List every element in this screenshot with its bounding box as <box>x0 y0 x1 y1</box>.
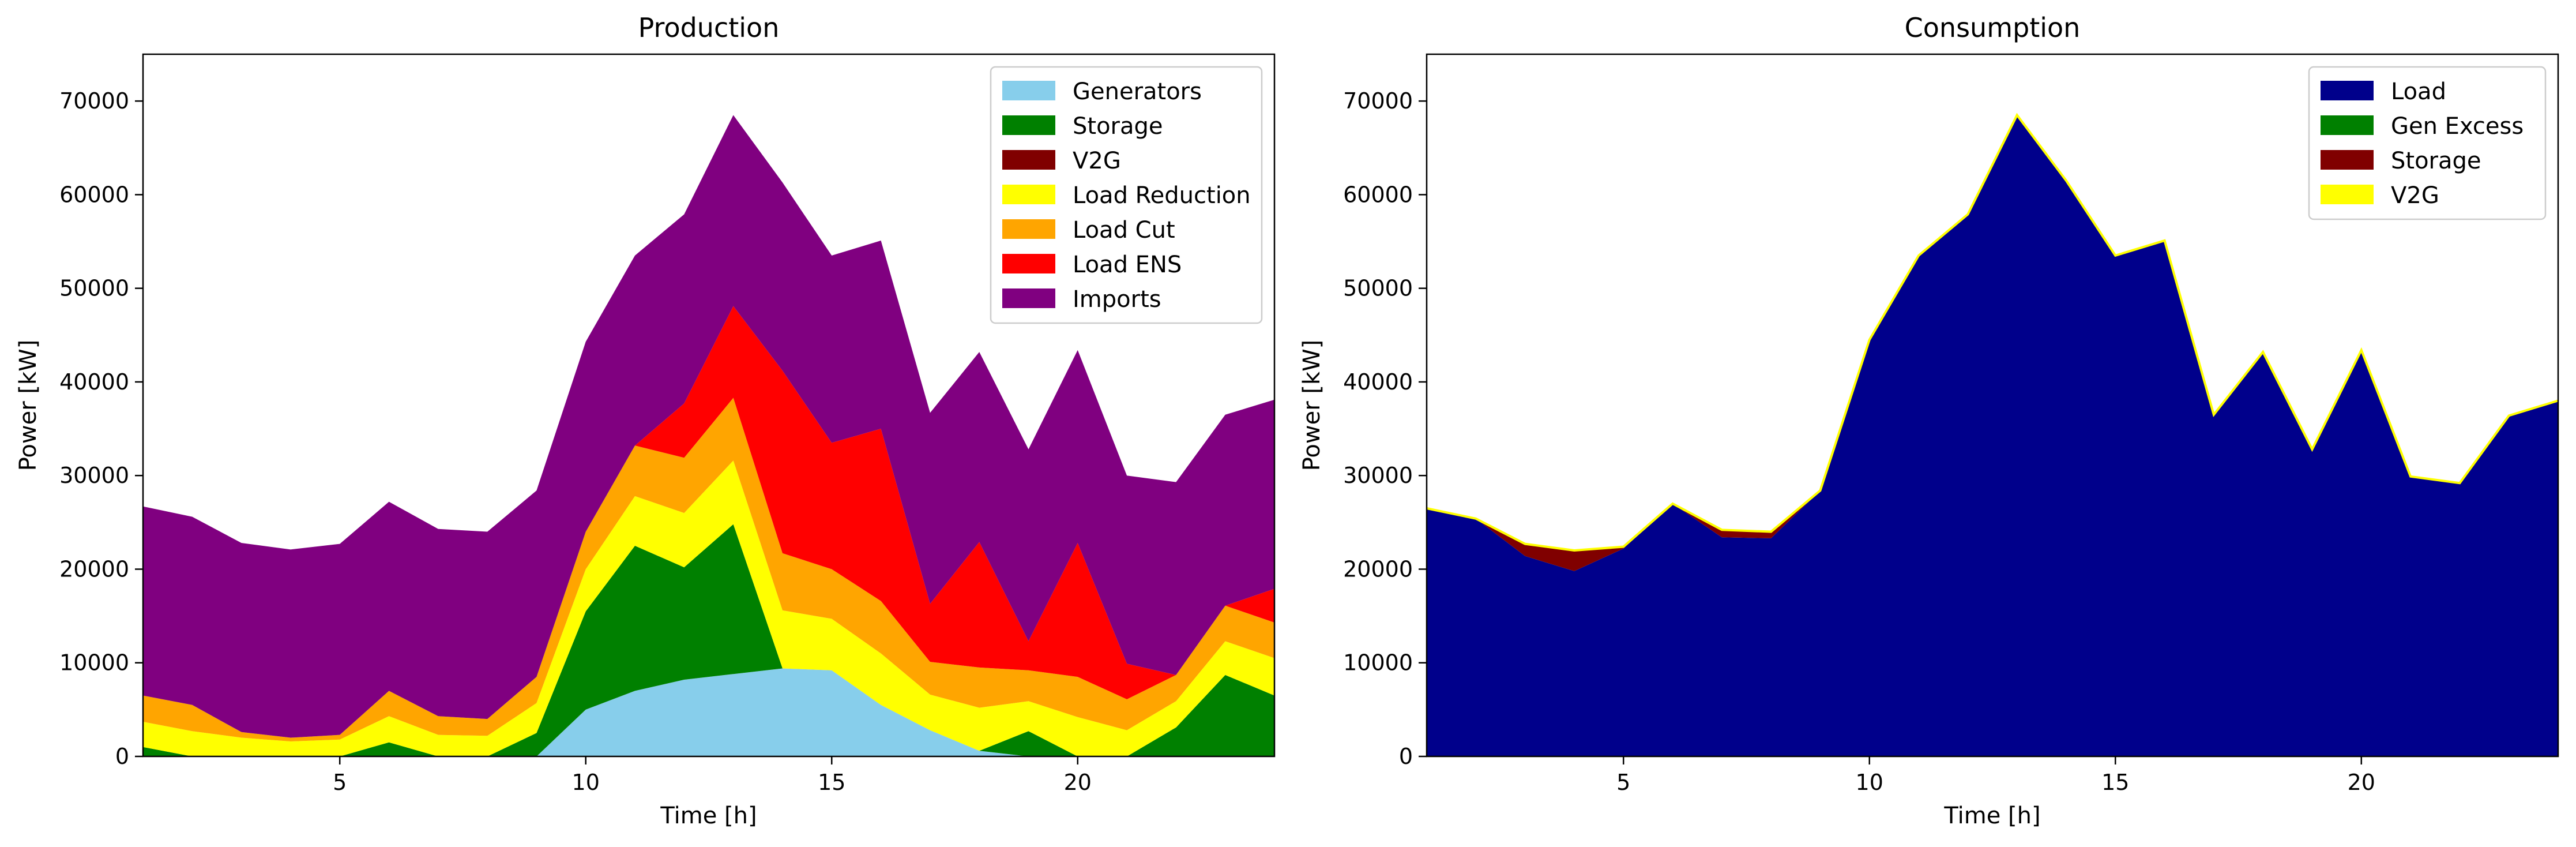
consumption-legend-label: V2G <box>2391 182 2439 209</box>
consumption-ytick-label: 50000 <box>1343 276 1413 301</box>
consumption-legend: Load Gen Excess Storage V2G <box>2308 66 2547 220</box>
production-legend-label: Imports <box>1073 286 1161 313</box>
consumption-title: Consumption <box>1905 12 2081 43</box>
production-legend-label: Storage <box>1073 113 1163 140</box>
production-area-load-reduction <box>143 460 1274 756</box>
production-legend-label: Load ENS <box>1073 252 1182 278</box>
production-legend-swatch <box>1002 115 1055 135</box>
consumption-ytick-label: 10000 <box>1343 650 1413 676</box>
production-title: Production <box>638 12 780 43</box>
consumption-ytick-label: 30000 <box>1343 463 1413 488</box>
consumption-legend-swatch <box>2321 81 2374 100</box>
consumption-ylabel: Power [kW] <box>1299 340 1325 471</box>
production-xtick-label: 20 <box>1064 770 1092 795</box>
consumption-ytick-label: 20000 <box>1343 556 1413 582</box>
consumption-ytick-label: 0 <box>1399 744 1413 769</box>
production-ytick-label: 20000 <box>59 556 129 582</box>
production-ytick-label: 10000 <box>59 650 129 676</box>
consumption-legend-label: Load <box>2391 78 2446 105</box>
production-legend-swatch <box>1002 185 1055 204</box>
consumption-legend-label: Storage <box>2391 148 2481 174</box>
production-legend: Generators Storage V2G Load Reduction Load C… <box>990 66 1263 324</box>
consumption-axes-frame <box>1426 53 2559 758</box>
production-legend-swatch <box>1002 150 1055 170</box>
production-ylabel: Power [kW] <box>15 340 42 471</box>
production-ytick-label: 70000 <box>59 88 129 114</box>
production-xtick-label: 15 <box>818 770 845 795</box>
consumption-ytick-label: 70000 <box>1343 88 1413 114</box>
production-legend-swatch <box>1002 288 1055 308</box>
consumption-legend-swatch <box>2321 150 2374 170</box>
production-xtick-label: 5 <box>333 770 347 795</box>
production-area-load-cut <box>143 398 1274 742</box>
consumption-xtick-label: 10 <box>1856 770 1883 795</box>
production-legend-label: Generators <box>1073 78 1202 105</box>
production-area-load-ens <box>143 306 1274 738</box>
consumption-xlabel: Time [h] <box>1943 803 2040 829</box>
production-legend-swatch <box>1002 81 1055 100</box>
production-legend-box <box>990 66 1263 324</box>
production-legend-label: Load Cut <box>1073 217 1175 243</box>
consumption-xtick-label: 20 <box>2348 770 2375 795</box>
consumption-chart: 0 10000 20000 30000 40000 50000 60000 70000 5 10 1… <box>1299 12 2559 829</box>
production-legend-swatch <box>1002 219 1055 239</box>
production-ytick-label: 50000 <box>59 276 129 301</box>
consumption-xtick-label: 15 <box>2101 770 2129 795</box>
consumption-legend-box <box>2308 66 2547 220</box>
production-area-storage <box>143 524 1274 756</box>
production-ytick-label: 60000 <box>59 182 129 207</box>
production-legend-label: Load Reduction <box>1073 182 1251 209</box>
consumption-ytick-label: 40000 <box>1343 369 1413 395</box>
production-xtick-label: 10 <box>572 770 600 795</box>
consumption-legend-swatch <box>2321 115 2374 135</box>
production-axes-frame <box>142 53 1276 758</box>
consumption-legend-swatch <box>2321 185 2374 204</box>
consumption-area-load <box>1427 115 2558 756</box>
consumption-ytick-label: 60000 <box>1343 182 1413 207</box>
consumption-stack-top-edge <box>1426 113 2559 552</box>
production-legend-label: V2G <box>1073 148 1121 174</box>
production-chart: 0 10000 20000 30000 40000 50000 60000 70000 5 10 1… <box>15 12 1276 829</box>
production-area-imports <box>143 115 1274 738</box>
consumption-xtick-label: 5 <box>1616 770 1630 795</box>
consumption-legend-label: Gen Excess <box>2391 113 2524 140</box>
production-ytick-label: 30000 <box>59 463 129 488</box>
production-legend-swatch <box>1002 254 1055 273</box>
production-xlabel: Time [h] <box>660 803 757 829</box>
production-area-generators <box>143 668 1274 756</box>
production-ytick-label: 40000 <box>59 369 129 395</box>
production-ytick-label: 0 <box>115 744 129 769</box>
